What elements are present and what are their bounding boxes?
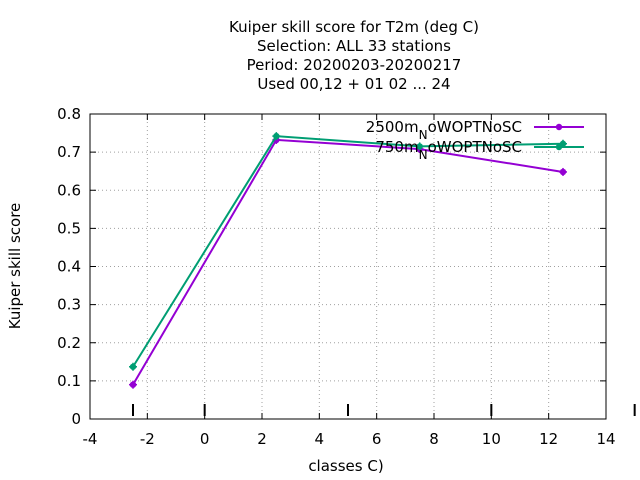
y-axis-ticks: 0 0.1 0.2 0.3 0.4 0.5 0.6 0.7 0.8	[57, 105, 606, 428]
x-tick-label: 2	[257, 430, 267, 448]
y-tick-label: 0.7	[57, 143, 81, 161]
chart-title-line-2: Selection: ALL 33 stations	[257, 37, 451, 55]
x-tick-label: 8	[429, 430, 439, 448]
data-point	[129, 362, 137, 371]
x-tick-label: 12	[539, 430, 558, 448]
data-point	[272, 132, 281, 141]
legend-marker	[555, 143, 563, 151]
y-tick-label: 0.2	[57, 334, 81, 352]
x-tick-label: 14	[596, 430, 615, 448]
x-axis-label: classes C)	[308, 457, 383, 475]
chart-title-line-1: Kuiper skill score for T2m (deg C)	[229, 18, 479, 36]
series-line	[132, 135, 564, 368]
legend-marker	[555, 123, 563, 131]
legend-label: 750mNoWOPTNoSC	[375, 138, 522, 162]
x-tick-label: -4	[83, 430, 98, 448]
legend-label: 2500mNoWOPTNoSC	[366, 118, 522, 142]
y-tick-label: 0.6	[57, 181, 81, 199]
y-tick-label: 0.3	[57, 296, 81, 314]
plot-frame	[89, 113, 607, 420]
data-point	[129, 380, 137, 389]
x-tick-label: 10	[482, 430, 501, 448]
y-axis-label: Kuiper skill score	[6, 203, 24, 330]
x-tick-label: -2	[140, 430, 155, 448]
chart-title-line-3: Period: 20200203-20200217	[247, 56, 462, 74]
series-line	[132, 138, 564, 386]
class-boundary-markers	[132, 404, 636, 416]
x-axis-ticks: -4 -2 0 2 4 6 8 10 12 14	[83, 114, 616, 448]
chart-title-line-4: Used 00,12 + 01 02 ... 24	[257, 75, 450, 93]
y-tick-label: 0.8	[57, 105, 81, 123]
x-tick-label: 0	[200, 430, 210, 448]
grid-lines	[90, 114, 606, 419]
y-tick-label: 0.1	[57, 372, 81, 390]
y-tick-label: 0	[71, 410, 81, 428]
data-point	[559, 167, 567, 176]
y-tick-label: 0.5	[57, 219, 81, 237]
x-tick-label: 6	[372, 430, 382, 448]
chart-title: Kuiper skill score for T2m (deg C) Selec…	[229, 18, 479, 93]
data-point	[415, 142, 424, 151]
y-tick-label: 0.4	[57, 258, 81, 276]
x-tick-label: 4	[315, 430, 325, 448]
series-layer	[129, 132, 567, 389]
